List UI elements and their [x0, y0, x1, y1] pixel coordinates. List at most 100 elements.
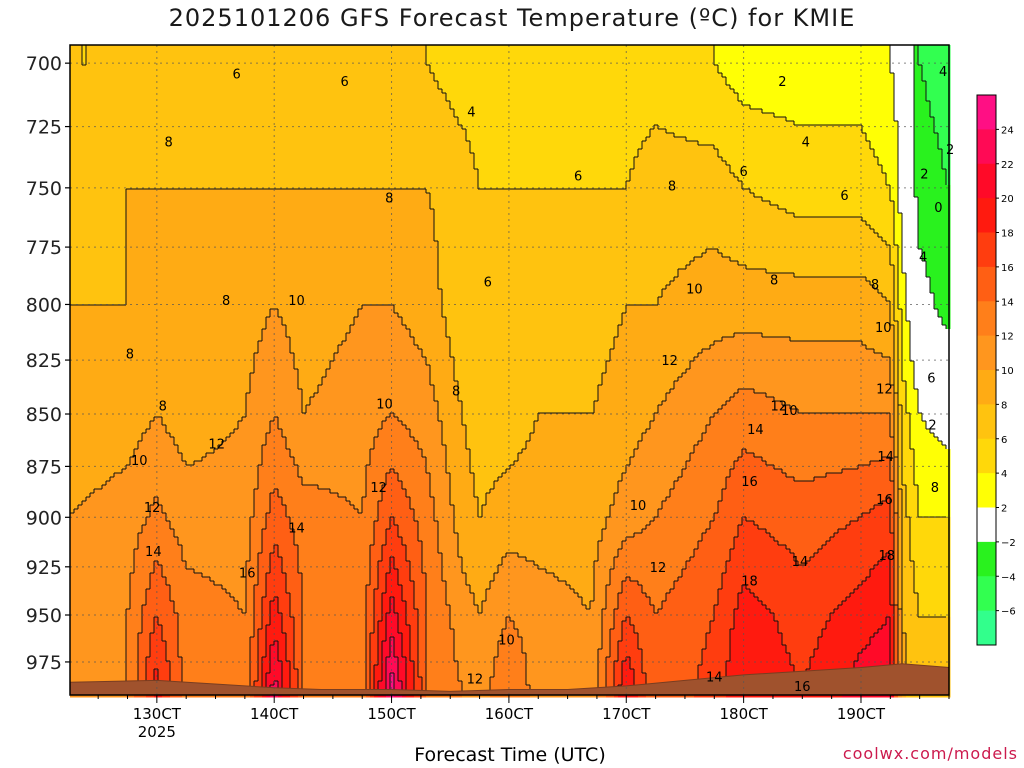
- contour-label: 6: [739, 165, 747, 180]
- colorbar-bin: [977, 95, 996, 130]
- colorbar-label: 18: [1001, 229, 1014, 240]
- contour-label: 0: [934, 201, 942, 216]
- colorbar-bin: [977, 404, 996, 440]
- colorbar-bin: [977, 473, 996, 508]
- contour-label: 14: [877, 450, 894, 465]
- y-tick-label: 825: [26, 350, 62, 372]
- x-tick-label: 170CT: [602, 705, 651, 723]
- colorbar-label: 4: [1001, 469, 1007, 480]
- contour-label: 16: [741, 475, 758, 490]
- contour-label: 8: [452, 384, 460, 399]
- colorbar-bin: [977, 198, 996, 233]
- y-tick-label: 925: [26, 557, 62, 579]
- contour-label: 12: [650, 561, 667, 576]
- contour-label: 10: [781, 404, 798, 419]
- contour-label: 10: [686, 283, 703, 298]
- x-tick-label: 160CT: [485, 705, 534, 723]
- y-tick-label: 950: [26, 605, 62, 627]
- colorbar-label: 24: [1001, 125, 1014, 136]
- contour-label: 14: [706, 671, 723, 686]
- grid: [70, 45, 949, 695]
- contour-label: 14: [747, 423, 764, 438]
- contour-label: 16: [239, 567, 256, 582]
- x-year-label: 2025: [138, 723, 176, 741]
- x-tick-label: 150CT: [367, 705, 416, 723]
- contour-label: 8: [668, 179, 676, 194]
- colorbar-label: 2: [1001, 504, 1007, 515]
- colorbar-label: 6: [1001, 435, 1007, 446]
- chart-title: 2025101206 GFS Forecast Temperature (ºC)…: [0, 4, 1024, 32]
- colorbar-label: 16: [1001, 263, 1014, 274]
- contour-label: 8: [931, 481, 939, 496]
- colorbar-label: −6: [1001, 607, 1016, 618]
- x-tick-label: 180CT: [719, 705, 768, 723]
- contour-label: 6: [840, 189, 848, 204]
- contour-label: 12: [144, 501, 161, 516]
- colorbar-label: 8: [1001, 400, 1007, 411]
- contour-label: 2: [946, 143, 954, 158]
- contour-label: 4: [919, 250, 927, 265]
- colorbar-label: −2: [1001, 538, 1016, 549]
- colorbar: 24 22 20 18 16 14 12 10 8 6 4 2 −2 −4 −6: [976, 94, 1016, 646]
- contour-label: 6: [927, 372, 935, 387]
- contour-label: 8: [126, 347, 134, 362]
- contour-label: 8: [385, 191, 393, 206]
- colorbar-bin: [977, 576, 996, 612]
- y-tick-label: 725: [26, 117, 62, 139]
- contour-label: 8: [159, 399, 167, 414]
- contour-label: 6: [574, 170, 582, 185]
- contour-label: 4: [467, 106, 475, 121]
- plot-frame: [69, 44, 950, 696]
- y-axis: 700 725 750 775 800 825 850 875 900 925 950 975: [26, 53, 70, 674]
- x-axis: 130CT 140CT 150CT 160CT 170CT 180CT 190CT 2025: [97, 695, 950, 741]
- contour-label: 18: [879, 549, 896, 564]
- contour-label: 10: [376, 397, 393, 412]
- x-tick-label: 140CT: [250, 705, 299, 723]
- y-tick-label: 975: [26, 652, 62, 674]
- colorbar-label: −4: [1001, 572, 1016, 583]
- colorbar-bin: [977, 232, 996, 268]
- colorbar-label: 22: [1001, 160, 1014, 171]
- contour-label: 16: [794, 680, 811, 695]
- contour-label: 12: [467, 673, 484, 688]
- contour-label: 16: [876, 493, 893, 508]
- contour-label: 8: [770, 273, 778, 288]
- colorbar-bin: [977, 266, 996, 302]
- contour-label: 12: [661, 354, 678, 369]
- x-tick-label: 190CT: [837, 705, 886, 723]
- contour-label: 14: [288, 521, 305, 536]
- colorbar-bin: [977, 610, 996, 646]
- colorbar-bin: [977, 129, 996, 165]
- colorbar-label: 10: [1001, 366, 1014, 377]
- contour-label: 6: [233, 67, 241, 82]
- y-tick-label: 775: [26, 237, 62, 259]
- contour-label: 10: [498, 634, 515, 649]
- colorbar-bin: [977, 507, 996, 543]
- y-tick-label: 850: [26, 404, 62, 426]
- contour-label: 8: [164, 135, 172, 150]
- contour-label: 12: [771, 399, 788, 414]
- contour-label: 8: [222, 294, 230, 309]
- colorbar-bin: [977, 335, 996, 371]
- contour-label: 4: [802, 135, 810, 150]
- y-tick-label: 875: [26, 456, 62, 478]
- y-tick-label: 900: [26, 507, 62, 529]
- temperature-field: [70, 45, 951, 698]
- colorbar-bin: [977, 370, 996, 405]
- contour-label: 12: [370, 481, 387, 496]
- contour-label: 6: [484, 276, 492, 291]
- contour-label: 8: [871, 278, 879, 293]
- contour-label: 6: [340, 75, 348, 90]
- y-tick-label: 800: [26, 294, 62, 316]
- contour-label: 2: [920, 167, 928, 182]
- contour-label: 10: [131, 454, 148, 469]
- colorbar-label: 12: [1001, 332, 1014, 343]
- contour-label: 12: [208, 438, 225, 453]
- contour-label: 10: [875, 321, 892, 336]
- contour-label: 2: [778, 75, 786, 90]
- x-tick-label: 130CT: [133, 705, 182, 723]
- credit-link[interactable]: coolwx.com/models: [843, 744, 1018, 763]
- terrain: [69, 663, 950, 696]
- contour-label: 10: [630, 499, 647, 514]
